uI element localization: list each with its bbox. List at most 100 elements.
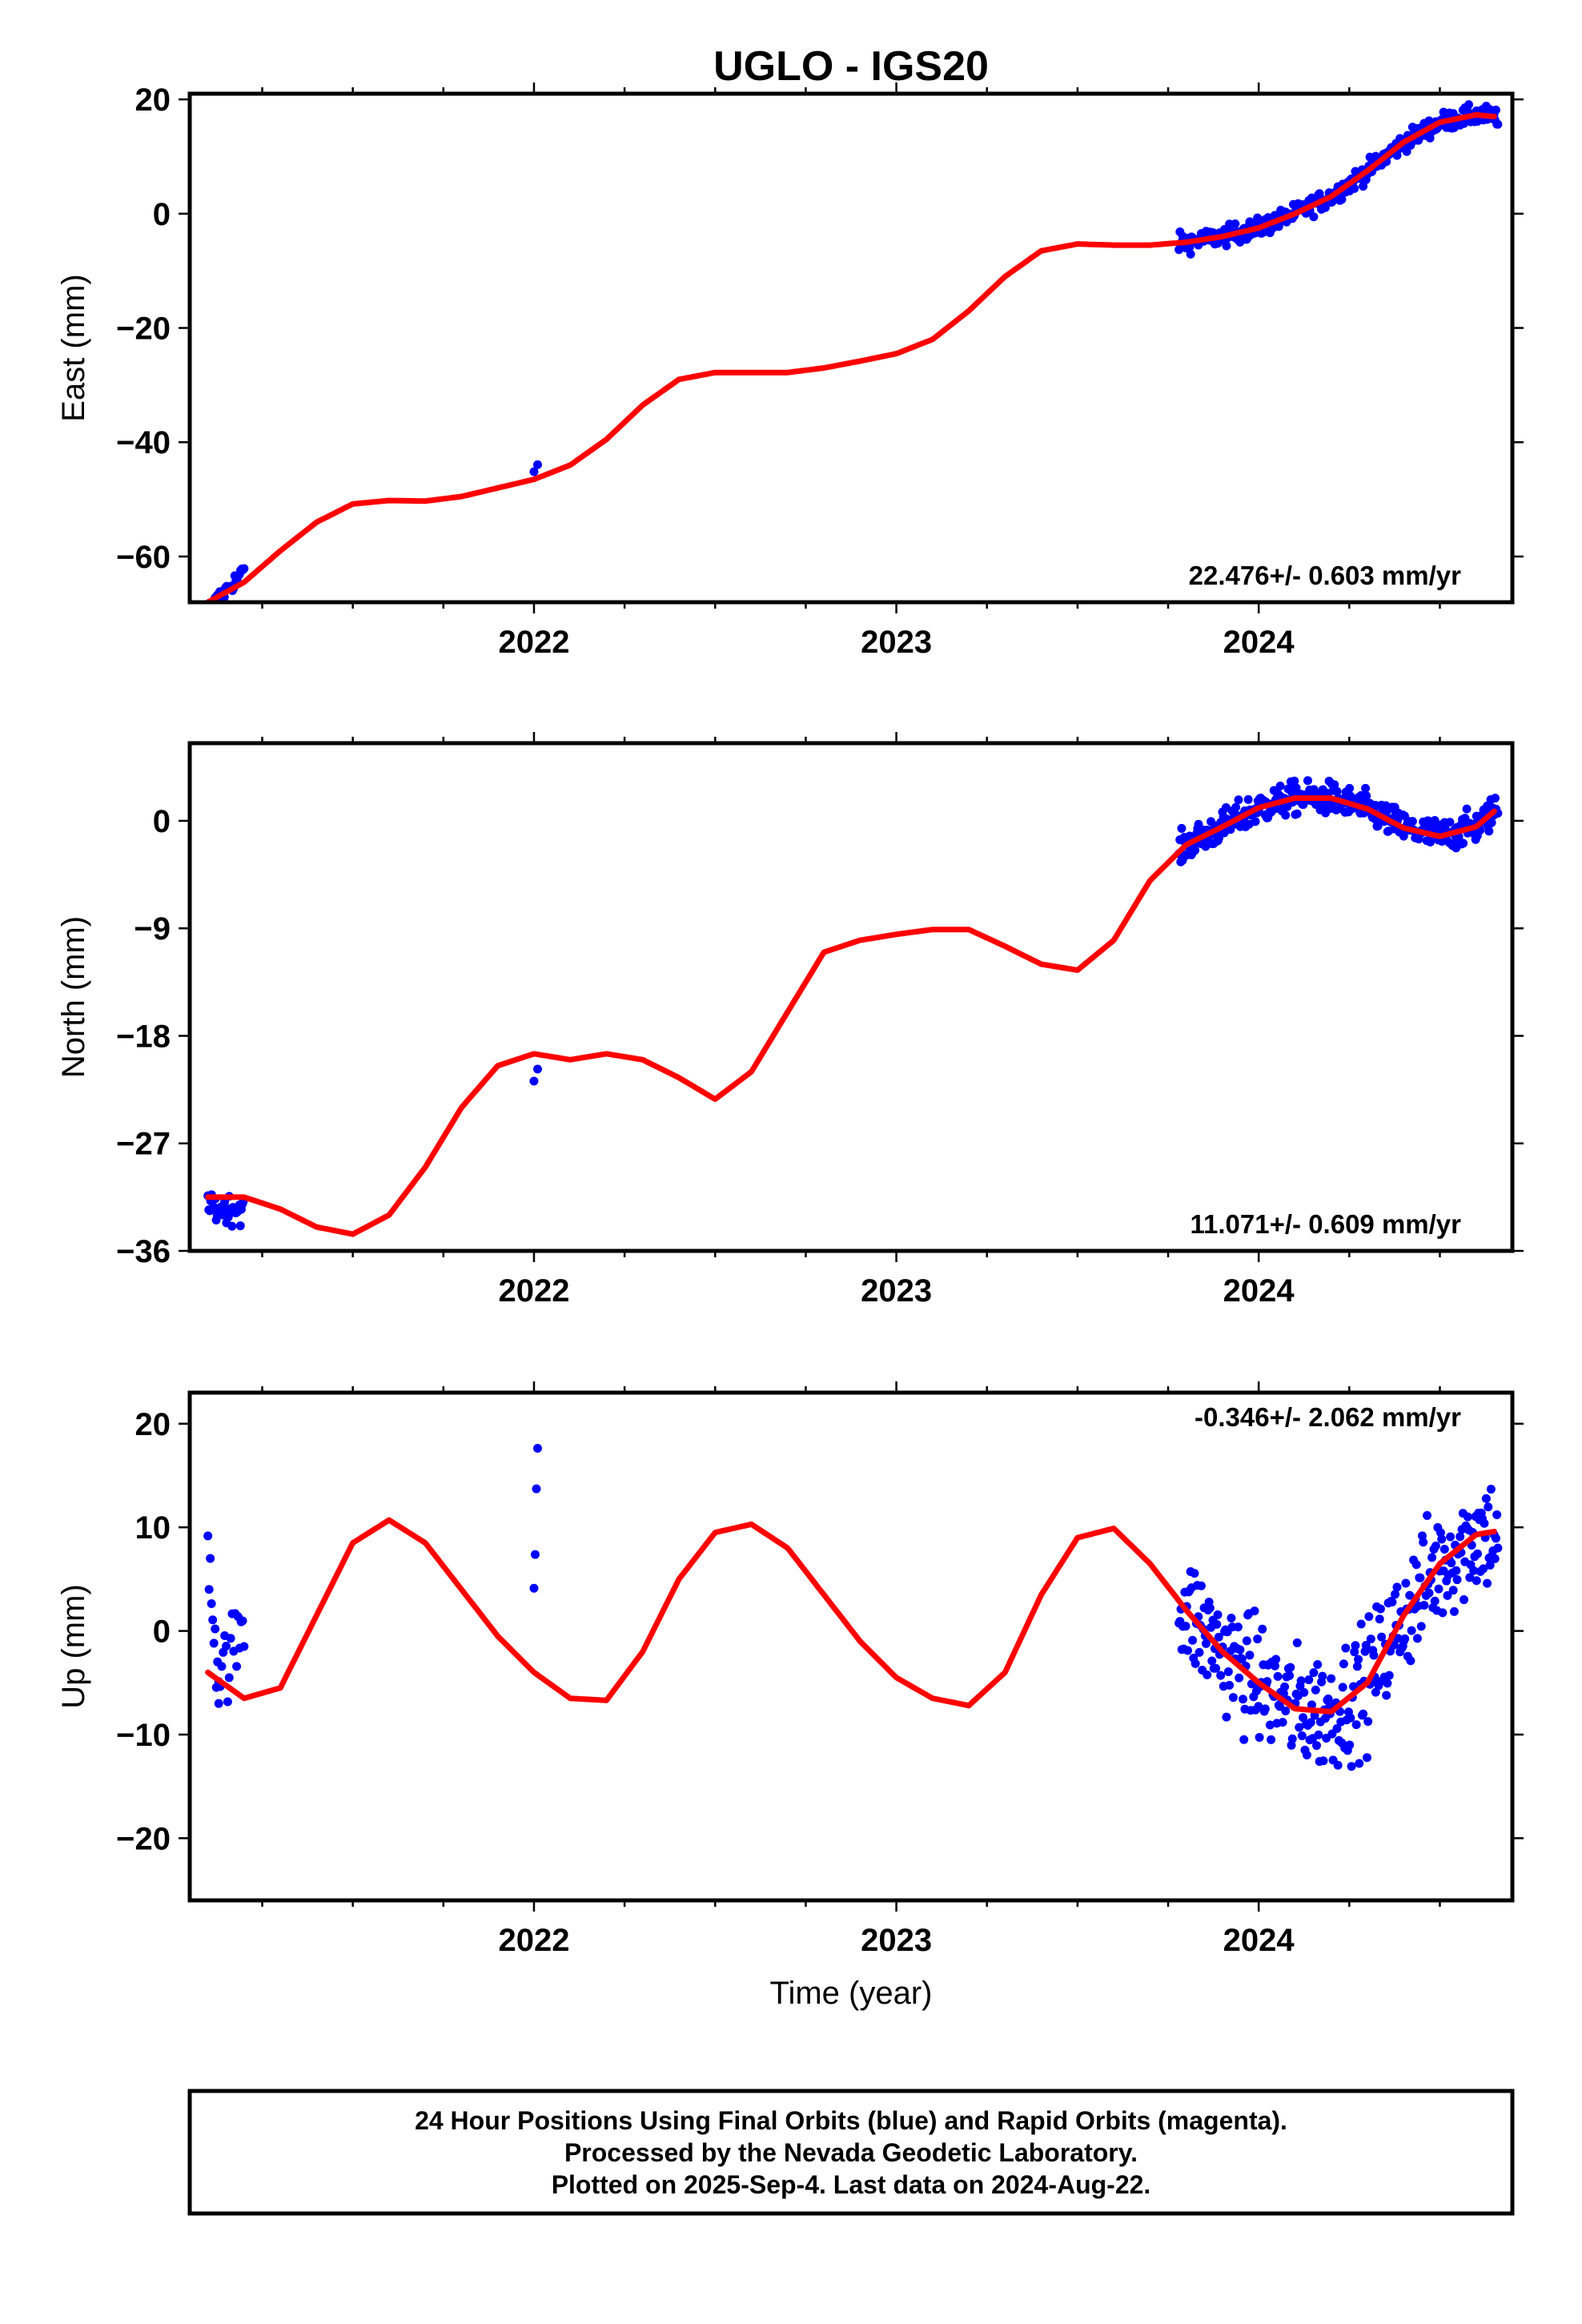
data-point — [1419, 1538, 1428, 1547]
data-point — [1480, 1518, 1489, 1528]
data-point — [1313, 1660, 1323, 1670]
data-point — [1448, 1586, 1458, 1595]
data-point — [530, 1550, 540, 1559]
data-point — [1270, 1661, 1279, 1671]
data-point — [203, 1531, 213, 1541]
data-point — [1493, 1543, 1503, 1553]
data-point — [1407, 1626, 1416, 1635]
data-point — [1484, 826, 1494, 836]
data-point — [1242, 1636, 1251, 1646]
data-point — [1281, 810, 1291, 820]
data-point — [207, 1598, 216, 1608]
data-point — [1366, 1634, 1375, 1644]
data-point — [1222, 241, 1231, 251]
data-point — [224, 1673, 234, 1683]
panels: 2022 2023 2024 20 0 −20 −40 −60 East (mm) 22.476+… — [56, 82, 1524, 1958]
data-point — [1332, 786, 1342, 796]
data-point — [1302, 1751, 1311, 1760]
data-point — [1251, 817, 1260, 826]
data-point — [1459, 838, 1468, 848]
data-point — [232, 1662, 242, 1671]
data-point — [1332, 1723, 1342, 1733]
data-point — [1452, 1566, 1461, 1575]
data-point — [1481, 1494, 1491, 1503]
data-point — [1435, 1528, 1445, 1538]
data-point — [1337, 195, 1347, 204]
data-point — [1491, 794, 1500, 803]
plot-frame — [187, 741, 1515, 1253]
data-point — [529, 467, 539, 476]
data-point — [1387, 1598, 1397, 1607]
data-point — [1239, 1695, 1248, 1704]
data-point — [1384, 1671, 1394, 1680]
data-point — [1359, 182, 1368, 191]
data-point — [1392, 1582, 1402, 1592]
data-point — [1253, 1634, 1263, 1644]
velocity-rate-label: -0.346+/- 2.062 mm/yr — [1195, 1402, 1461, 1432]
data-point — [1299, 1687, 1309, 1697]
data-point — [1437, 1534, 1447, 1544]
data-point — [532, 460, 542, 469]
data-point — [1214, 1632, 1223, 1642]
data-point — [1364, 1612, 1374, 1622]
data-point — [1341, 1643, 1351, 1653]
data-point — [1465, 1573, 1475, 1582]
data-point — [1292, 1638, 1302, 1647]
panel-2: 2022 2023 2024 0 −9 −18 −27 −36 North (mm) 11.071… — [56, 732, 1524, 1309]
x-tick-label: 2023 — [861, 625, 932, 660]
data-point — [1427, 1553, 1437, 1562]
data-point — [1456, 1532, 1465, 1542]
data-point — [1361, 783, 1371, 793]
data-point — [1400, 1634, 1410, 1643]
data-point — [1419, 1601, 1429, 1610]
data-point — [1212, 1619, 1222, 1629]
y-tick-label: −9 — [134, 911, 171, 947]
y-tick-label: −20 — [116, 1821, 171, 1856]
data-point — [226, 1634, 235, 1643]
data-point — [1213, 1610, 1223, 1619]
data-point — [1339, 1659, 1348, 1669]
data-point — [1462, 804, 1472, 814]
data-point — [1446, 1532, 1456, 1542]
y-tick-label: −40 — [116, 425, 171, 460]
data-point — [1286, 1663, 1295, 1672]
data-point — [1431, 1541, 1440, 1550]
data-point — [1295, 1723, 1304, 1732]
data-point — [1491, 1534, 1500, 1543]
velocity-rate-label: 22.476+/- 0.603 mm/yr — [1189, 561, 1461, 590]
data-point — [1363, 1717, 1373, 1727]
data-point — [1260, 1704, 1270, 1714]
data-point — [529, 1583, 539, 1593]
data-point — [1345, 783, 1355, 793]
x-tick-label: 2024 — [1223, 1923, 1295, 1958]
data-point — [1271, 1655, 1281, 1664]
data-point — [1406, 1656, 1415, 1666]
data-point — [1235, 1673, 1244, 1683]
data-point — [1445, 818, 1455, 827]
data-point — [1258, 1624, 1267, 1634]
y-tick-label: 20 — [135, 1407, 171, 1442]
data-point — [1449, 1606, 1459, 1616]
data-point — [1211, 1663, 1221, 1673]
y-tick-label: −36 — [116, 1234, 171, 1269]
panel-3: 2022 2023 2024 20 10 0 −10 −20 Up (mm) -0.346+/- … — [56, 1381, 1524, 1958]
data-point — [1377, 1632, 1387, 1642]
y-tick-label: −60 — [116, 540, 171, 575]
footer-box: 24 Hour Positions Using Final Orbits (bl… — [187, 2089, 1515, 2216]
data-point — [1290, 776, 1299, 786]
y-tick-label: −27 — [116, 1127, 171, 1162]
data-point — [1203, 1670, 1212, 1679]
y-tick-label: −10 — [116, 1718, 171, 1753]
data-point — [1483, 1578, 1492, 1588]
data-point — [1411, 1560, 1421, 1570]
footer-line-3: Plotted on 2025-Sep-4. Last data on 2024… — [552, 2170, 1151, 2199]
data-point — [1487, 818, 1496, 827]
data-points — [203, 776, 1503, 1231]
data-point — [227, 1221, 237, 1231]
data-point — [223, 1212, 233, 1222]
data-point — [532, 1484, 541, 1494]
x-tick-label: 2022 — [498, 1923, 569, 1958]
model-curve — [205, 795, 1497, 1237]
data-point — [1333, 1760, 1343, 1770]
